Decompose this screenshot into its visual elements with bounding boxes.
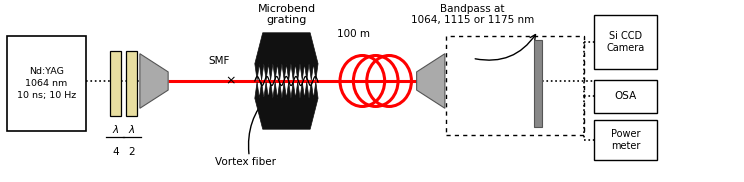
Polygon shape [417, 54, 445, 108]
Text: Bandpass at
1064, 1115 or 1175 nm: Bandpass at 1064, 1115 or 1175 nm [411, 4, 534, 25]
Text: 2: 2 [129, 147, 135, 157]
Text: Microbend
grating: Microbend grating [257, 4, 315, 25]
Polygon shape [255, 82, 318, 129]
Text: 4: 4 [112, 147, 118, 157]
Text: $\lambda$: $\lambda$ [128, 123, 135, 135]
Text: 100 m: 100 m [337, 29, 370, 39]
Text: Nd:YAG
1064 nm
10 ns; 10 Hz: Nd:YAG 1064 nm 10 ns; 10 Hz [17, 67, 76, 100]
Bar [7, 36, 86, 131]
Text: $\lambda$: $\lambda$ [112, 123, 119, 135]
Bar [594, 80, 657, 113]
Text: Vortex fiber: Vortex fiber [215, 157, 276, 167]
Text: SMF: SMF [209, 56, 230, 66]
Text: Power
meter: Power meter [611, 129, 640, 151]
Polygon shape [140, 54, 168, 108]
Bar [446, 36, 584, 135]
Bar [126, 51, 137, 116]
Bar [594, 120, 657, 160]
Text: ×: × [225, 74, 236, 88]
Bar [594, 15, 657, 69]
Text: OSA: OSA [615, 92, 636, 101]
Text: Si CCD
Camera: Si CCD Camera [606, 31, 644, 53]
Bar [534, 40, 542, 127]
Bar [110, 51, 121, 116]
Polygon shape [255, 33, 318, 80]
